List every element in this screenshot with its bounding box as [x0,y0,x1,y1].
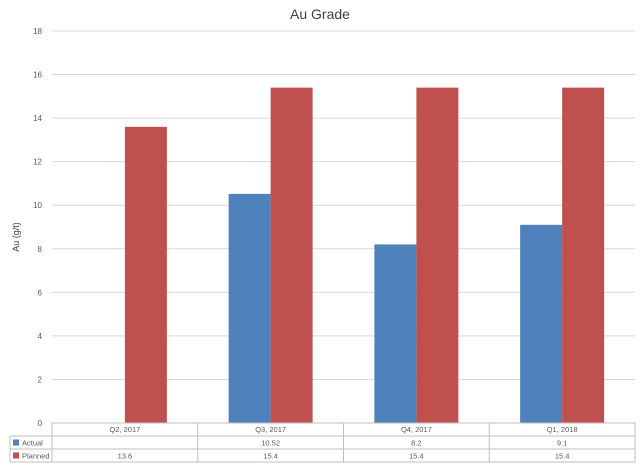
legend-label-actual: Actual [22,439,43,448]
x-tick-label-2: Q4, 2017 [401,425,432,434]
y-tick-label-4: 8 [38,245,43,254]
y-tick-label-2: 4 [38,332,43,341]
bar-planned-3 [562,87,605,423]
data-label-actual-2: 8.2 [411,439,421,448]
data-label-planned-2: 15.4 [409,452,424,461]
y-tick-label-0: 0 [38,419,43,428]
y-tick-label-6: 12 [33,158,42,167]
y-tick-label-9: 18 [33,27,42,36]
data-label-actual-1: 10.52 [261,439,280,448]
chart-title: Au Grade [290,6,350,22]
y-tick-label-3: 6 [38,288,43,297]
bar-planned-0 [124,126,167,424]
legend-swatch-planned [13,452,19,459]
x-tick-label-1: Q3, 2017 [255,425,286,434]
x-tick-label-3: Q1, 2018 [547,425,578,434]
legend-swatch-actual [13,439,19,446]
y-tick-label-5: 10 [33,201,42,210]
bar-planned-1 [270,87,313,423]
data-label-actual-3: 9.1 [557,439,567,448]
bar-actual-1 [228,193,271,423]
legend-label-planned: Planned [22,452,50,461]
data-label-planned-3: 15.4 [555,452,570,461]
data-label-planned-1: 15.4 [263,452,278,461]
y-tick-label-1: 2 [38,375,43,384]
bar-actual-2 [374,244,417,423]
y-tick-label-7: 14 [33,114,42,123]
x-tick-label-0: Q2, 2017 [109,425,140,434]
bar-planned-2 [416,87,459,423]
y-tick-label-8: 16 [33,71,42,80]
bar-actual-3 [520,224,563,423]
data-label-planned-0: 13.6 [118,452,133,461]
